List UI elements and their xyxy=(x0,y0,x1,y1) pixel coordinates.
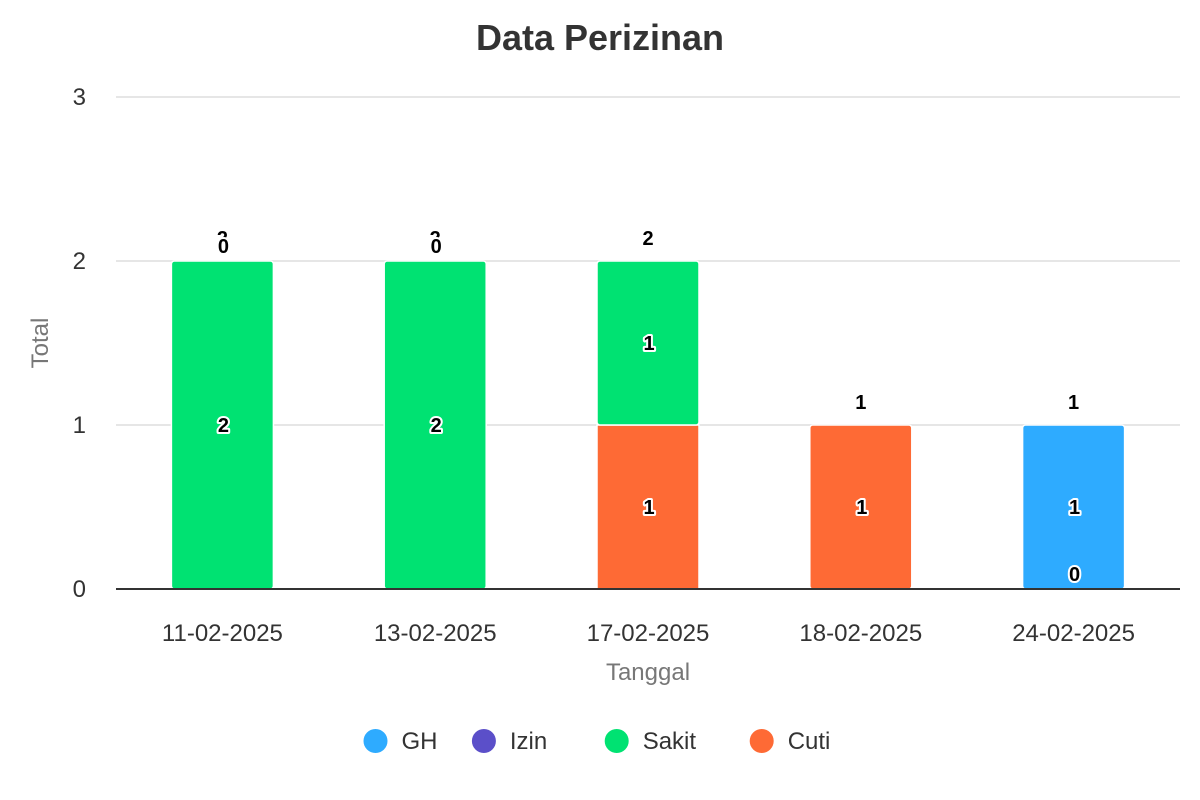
data-label: 1 xyxy=(643,497,654,519)
data-label: 2 xyxy=(431,415,442,437)
y-tick-label: 3 xyxy=(73,84,86,111)
x-tick-label: 17-02-2025 xyxy=(587,620,710,647)
x-tick-label: 13-02-2025 xyxy=(374,620,497,647)
legend-item-gh: GH xyxy=(363,728,438,755)
stack-total-label: 2 xyxy=(217,228,228,250)
stack-total-label: 1 xyxy=(855,392,866,414)
legend-item-cuti: Cuti xyxy=(749,728,831,755)
data-label: 1 xyxy=(856,497,867,519)
x-tick-label: 11-02-2025 xyxy=(162,620,283,647)
legend-label: Izin xyxy=(510,728,547,755)
legend-marker xyxy=(604,729,629,753)
x-axis-title: Tanggal xyxy=(606,659,690,686)
data-label: 0 xyxy=(431,236,442,258)
x-tick-label: 24-02-2025 xyxy=(1012,620,1135,647)
stack-total-label: 1 xyxy=(1068,392,1079,414)
y-tick-label: 1 xyxy=(73,412,86,439)
legend-label: Cuti xyxy=(788,728,831,755)
legend-label: Sakit xyxy=(643,728,697,755)
data-label: 2 xyxy=(218,415,229,437)
stack-total-label: 2 xyxy=(430,228,441,250)
stack-total-label: 2 xyxy=(642,228,653,250)
x-axis-ticks: 11-02-2025 13-02-2025 17-02-2025 18-02-2025… xyxy=(116,588,1180,647)
legend-marker xyxy=(363,729,388,753)
data-label: 0 xyxy=(218,236,229,258)
legend: GH Izin Sakit Cuti xyxy=(363,728,831,755)
legend-item-sakit: Sakit xyxy=(604,728,697,755)
legend-label: GH xyxy=(402,728,438,755)
y-tick-label: 2 xyxy=(73,248,86,275)
y-axis-ticks: 0 1 2 3 xyxy=(73,84,86,603)
bar-segment-sakit xyxy=(596,260,700,426)
chart-title: Data Perizinan xyxy=(476,17,724,58)
data-label: 1 xyxy=(1069,497,1080,519)
legend-marker xyxy=(471,729,496,753)
data-label: 1 xyxy=(643,333,654,355)
legend-marker xyxy=(749,729,774,753)
legend-item-izin: Izin xyxy=(471,728,547,755)
x-tick-label: 18-02-2025 xyxy=(799,620,922,647)
y-axis-title: Total xyxy=(27,318,54,369)
data-label: 0 xyxy=(1069,564,1080,586)
y-tick-label: 0 xyxy=(73,576,86,603)
